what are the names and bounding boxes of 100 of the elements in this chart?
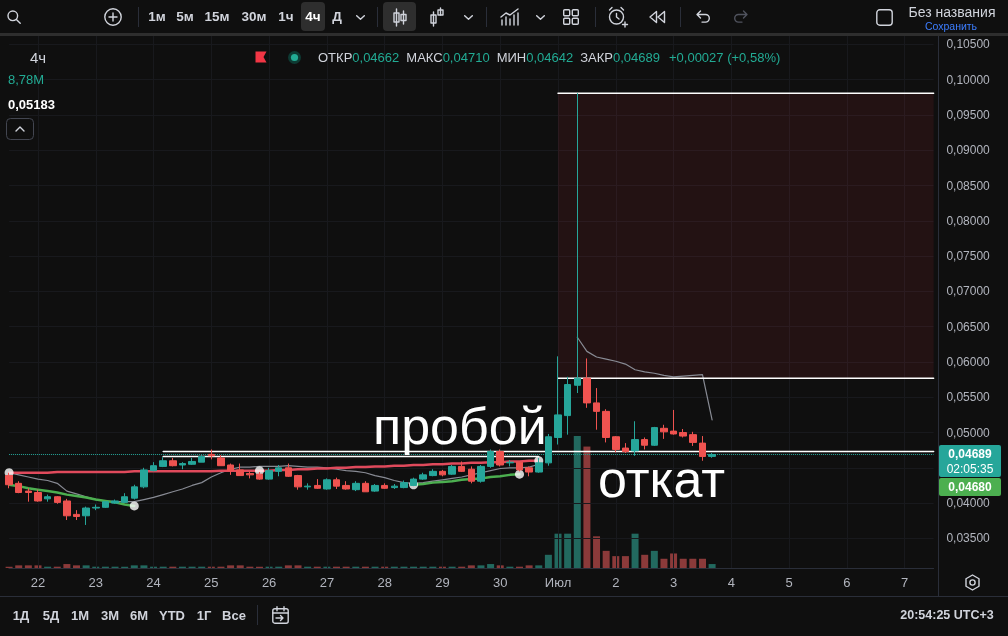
candlestick — [583, 357, 591, 409]
candlestick — [304, 482, 311, 491]
bar — [708, 564, 716, 568]
candlestick — [660, 424, 668, 440]
point — [129, 501, 139, 511]
y-tick-label: 0,07500 — [946, 249, 991, 264]
candlestick — [362, 480, 369, 493]
x-tick-label: 25 — [204, 575, 219, 590]
candlestick — [679, 428, 687, 438]
y-tick-label: 0,05500 — [946, 390, 991, 405]
bar — [294, 565, 302, 568]
bar — [130, 565, 138, 568]
y-tick-label: 0,06000 — [946, 354, 991, 369]
text: 4ч — [305, 9, 321, 25]
candlestick — [670, 409, 677, 436]
candlestick — [352, 480, 360, 492]
candlestick — [612, 435, 620, 453]
bar — [660, 558, 668, 568]
x-tick-label: 5 — [785, 575, 793, 590]
bar — [284, 565, 292, 568]
candlestick — [92, 504, 100, 511]
x-tick-label: 2 — [612, 575, 620, 590]
candlestick — [429, 468, 437, 477]
candlestick — [285, 463, 292, 478]
text: Сохранить — [924, 19, 978, 32]
candlestick — [381, 482, 388, 490]
y-tick-label: 0,05000 — [946, 425, 991, 440]
candlestick — [169, 457, 177, 467]
text: 1М — [70, 607, 90, 623]
candlestick — [641, 436, 648, 450]
bar — [641, 554, 649, 568]
annotation: ОТКР — [318, 49, 353, 65]
bar — [535, 565, 543, 568]
candlestick — [323, 477, 331, 491]
y-tick-label: 0,09500 — [946, 108, 991, 123]
text: 1ч — [278, 9, 294, 25]
bar — [631, 533, 639, 568]
y-tick-label: 0,10000 — [946, 72, 991, 87]
candlestick — [159, 456, 167, 468]
point — [515, 469, 524, 479]
bar — [544, 554, 552, 568]
x-tick-label: 22 — [30, 575, 46, 590]
candlestick — [217, 454, 225, 467]
annotation: 0,04642 — [526, 49, 574, 65]
annotation: 8,78M — [8, 71, 45, 87]
bar — [63, 564, 71, 568]
text: 5м — [176, 9, 194, 25]
x-tick-label: 7 — [901, 575, 909, 590]
text: 1Д — [12, 607, 30, 623]
candlestick — [477, 464, 485, 484]
bar — [15, 565, 23, 568]
bar — [487, 564, 495, 568]
candlestick — [699, 435, 706, 462]
point — [254, 466, 264, 476]
x-tick-label: Июл — [544, 575, 572, 590]
text: 4ч — [30, 48, 47, 66]
bar — [525, 565, 533, 568]
candlestick — [468, 465, 475, 484]
x-tick-label: 30 — [493, 575, 508, 590]
candlestick — [574, 92, 581, 394]
candlestick — [25, 487, 32, 503]
x-tick-label: 3 — [669, 575, 678, 590]
text: 02:05:35 — [939, 462, 1001, 478]
bar — [496, 565, 504, 568]
bar — [73, 565, 81, 568]
candlestick — [439, 469, 446, 477]
x-tick-label: 29 — [435, 575, 450, 590]
candlestick — [111, 499, 119, 505]
candlestick — [246, 470, 254, 479]
candlestick — [275, 464, 282, 477]
bar — [679, 558, 687, 568]
annotation: пробой — [373, 397, 547, 455]
candlestick — [371, 483, 379, 493]
candlestick — [294, 474, 302, 491]
candlestick — [314, 478, 321, 490]
bar — [24, 565, 32, 568]
y-tick-label: 0,07000 — [946, 284, 991, 299]
bar — [689, 558, 697, 568]
candlestick — [131, 484, 138, 501]
candlestick — [622, 442, 629, 454]
candlestick — [333, 477, 340, 490]
bar — [583, 446, 591, 568]
candlestick — [593, 387, 600, 431]
y-tick-label: 0,04000 — [946, 496, 991, 511]
candlestick — [448, 464, 456, 476]
candlestick — [44, 494, 51, 503]
candlestick — [208, 448, 215, 460]
bar — [236, 565, 244, 568]
annotation: 0,05183 — [8, 96, 55, 112]
ref-line-label: 0,04689 — [939, 445, 1001, 464]
candlestick — [188, 457, 196, 466]
annotation: 0,04689 — [612, 49, 660, 65]
bar — [573, 436, 581, 568]
candlestick — [342, 480, 350, 491]
candlestick — [602, 408, 610, 443]
x-tick-label: 28 — [377, 575, 392, 590]
text: 1м — [148, 9, 166, 25]
candlestick — [150, 461, 157, 472]
bar — [477, 565, 485, 568]
x-tick-label: 6 — [843, 575, 851, 590]
